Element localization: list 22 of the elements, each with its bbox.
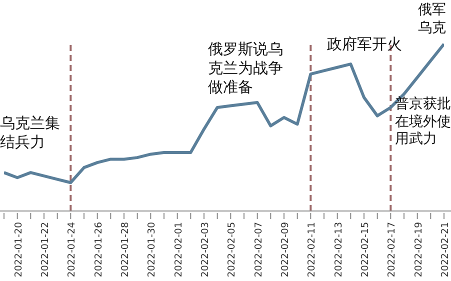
x-tick-label: 2022-02-03 — [200, 222, 211, 278]
x-tick-label: 2022-02-19 — [413, 222, 424, 278]
x-tick-label: 2022-02-07 — [253, 222, 264, 278]
x-tick-label: 2022-02-05 — [226, 222, 238, 278]
x-tick-label: 2022-01-28 — [120, 222, 131, 278]
annotation: 政府军开火 — [327, 35, 402, 54]
x-tick-label: 2022-02-09 — [280, 222, 291, 278]
x-tick-label: 2022-01-26 — [93, 222, 104, 278]
x-tick-label: 2022-01-22 — [40, 222, 51, 278]
x-tick-label: 2022-01-20 — [13, 222, 24, 278]
x-tick-label: 2022-02-17 — [386, 222, 398, 278]
annotation: 俄罗斯说乌克兰为战争做准备 — [208, 40, 283, 96]
x-tick-label: 2022-01-30 — [146, 222, 158, 278]
annotation: 普京获批在境外使用武力 — [395, 96, 451, 148]
x-tick-label: 2022-02-01 — [173, 222, 184, 278]
x-tick-label: 2022-02-13 — [333, 222, 344, 278]
x-tick-label: 2022-02-21 — [440, 222, 451, 278]
x-tick-label: 2022-01-24 — [66, 222, 78, 278]
x-tick-label: 2022-02-15 — [360, 222, 371, 278]
annotation: 乌克兰集结兵力 — [0, 114, 60, 152]
x-tick-label: 2022-02-11 — [306, 222, 318, 278]
text: 俄军乌克 — [418, 2, 446, 37]
